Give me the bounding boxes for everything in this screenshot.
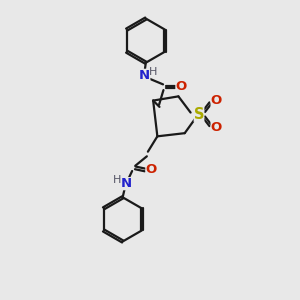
Text: O: O xyxy=(211,94,222,107)
Text: O: O xyxy=(211,122,222,134)
Text: S: S xyxy=(194,107,204,122)
Text: N: N xyxy=(139,69,150,82)
Text: O: O xyxy=(146,164,157,176)
Text: O: O xyxy=(176,80,187,93)
Text: H: H xyxy=(113,176,121,185)
Text: N: N xyxy=(120,177,131,190)
Text: H: H xyxy=(148,67,157,76)
